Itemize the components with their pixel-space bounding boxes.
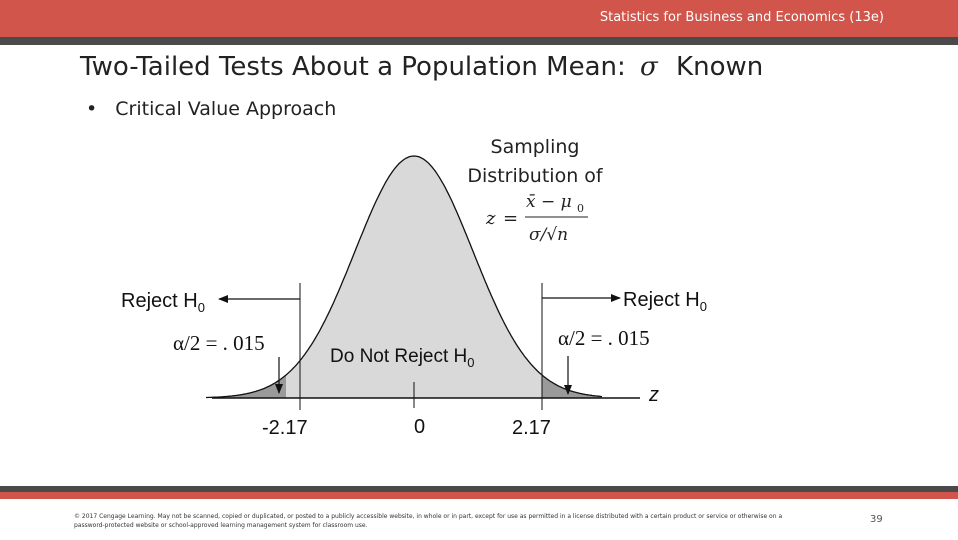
reject-right-label: Reject H0 [623, 289, 707, 314]
reject-left-sub: 0 [197, 300, 205, 315]
bullet-symbol: • [86, 98, 98, 120]
do-not-reject-text: Do Not Reject H [330, 346, 468, 367]
reject-right-sub: 0 [699, 299, 707, 314]
reject-right-text: Reject H [623, 289, 700, 311]
page-number: 39 [870, 514, 883, 525]
sigma-symbol: σ [640, 52, 658, 82]
do-not-reject-sub: 0 [467, 354, 475, 370]
right-rejection-region [542, 375, 602, 398]
normal-curve [206, 155, 603, 399]
left-rejection-region [206, 375, 286, 398]
distribution-label-line1: Sampling [490, 136, 580, 158]
formula-denominator: σ/√n [529, 225, 568, 245]
formula-equals: = [503, 208, 518, 229]
formula-numerator: x̄ − μ [526, 192, 572, 212]
formula-numerator-sub: 0 [577, 202, 584, 215]
slide-title-suffix: Known [676, 52, 764, 82]
header-strip [0, 37, 958, 45]
copyright-notice: © 2017 Cengage Learning. May not be scan… [74, 513, 783, 529]
book-title: Statistics for Business and Economics (1… [599, 10, 884, 25]
bullet-item: • Critical Value Approach [86, 98, 336, 120]
distribution-label: Sampling Distribution of [455, 133, 615, 191]
slide-title: Two-Tailed Tests About a Population Mean… [80, 52, 763, 82]
reject-left-text: Reject H [121, 290, 198, 312]
distribution-label-line2: Distribution of [467, 165, 603, 187]
footer-dark-bar [0, 486, 958, 492]
tick-label-center: 0 [414, 416, 426, 438]
slide-title-prefix: Two-Tailed Tests About a Population Mean… [80, 52, 626, 82]
bullet-text: Critical Value Approach [115, 98, 337, 120]
alpha-right-label: α/2 = . 015 [558, 326, 650, 350]
do-not-reject-label: Do Not Reject H0 [330, 346, 475, 370]
formula-z: z [485, 208, 496, 229]
reject-left-label: Reject H0 [121, 290, 205, 315]
curve-area [206, 156, 602, 398]
tick-label-right: 2.17 [512, 417, 551, 439]
footer-red-bar [0, 492, 958, 499]
alpha-left-label: α/2 = . 015 [173, 331, 265, 355]
tick-label-left: -2.17 [262, 417, 308, 439]
z-formula: z = x̄ − μ 0 σ/√n [485, 192, 588, 245]
axis-variable-label: z [649, 384, 659, 406]
header-bar [0, 0, 958, 37]
